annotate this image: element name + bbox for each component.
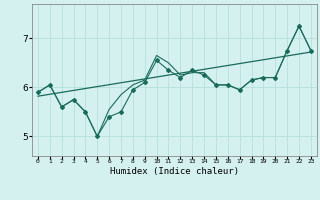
- X-axis label: Humidex (Indice chaleur): Humidex (Indice chaleur): [110, 167, 239, 176]
